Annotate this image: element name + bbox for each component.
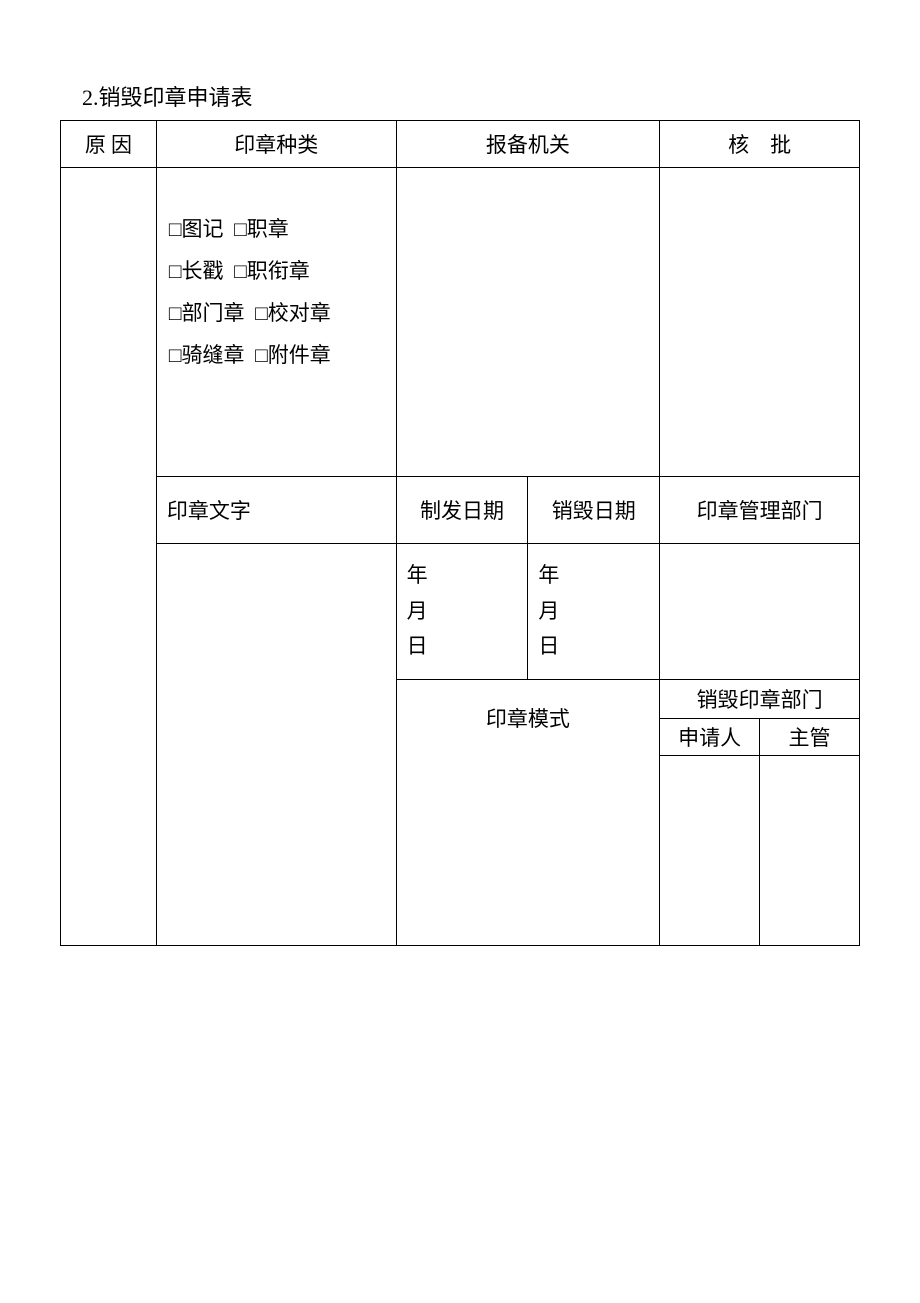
label-applicant: 申请人: [660, 719, 760, 756]
header-seal-type: 印章种类: [156, 121, 396, 168]
label-destroy-date: 销毁日期: [528, 477, 660, 544]
label-seal-mode: 印章模式: [396, 680, 660, 756]
header-report-agency: 报备机关: [396, 121, 660, 168]
destroy-year: 年: [538, 558, 649, 594]
header-approval: 核 批: [660, 121, 860, 168]
cell-seal-text-body2: [156, 756, 396, 946]
issue-year: 年: [407, 558, 518, 594]
row-bottom-body: [61, 756, 860, 946]
cell-seal-type-checkboxes: □图记 □职章 □长戳 □职衔章 □部门章 □校对章 □骑缝章 □附件章: [156, 168, 396, 477]
header-reason: 原 因: [61, 121, 157, 168]
cell-seal-mgmt-dept-body: [660, 544, 860, 680]
checkbox-jiaoduizhang[interactable]: □校对章: [255, 301, 331, 325]
cell-destroy-date-value: 年 月 日: [528, 544, 660, 680]
cell-approval-body: [660, 168, 860, 477]
table-header-row: 原 因 印章种类 报备机关 核 批: [61, 121, 860, 168]
label-seal-text: 印章文字: [156, 477, 396, 544]
checkbox-fujianzhang[interactable]: □附件章: [255, 343, 331, 367]
cell-applicant-body: [660, 756, 760, 946]
row-mid-labels: 印章文字 制发日期 销毁日期 印章管理部门: [61, 477, 860, 544]
cell-report-agency-body: [396, 168, 660, 477]
form-title: 2.销毁印章申请表: [60, 80, 860, 112]
cell-seal-mode-body: [396, 756, 660, 946]
label-issue-date: 制发日期: [396, 477, 528, 544]
checkbox-bumenzhang[interactable]: □部门章: [169, 301, 245, 325]
cell-seal-text-body: [156, 544, 396, 756]
checkbox-zhixianzhang[interactable]: □职衔章: [234, 259, 310, 283]
cell-reason-body: [61, 168, 157, 946]
destroy-month: 月: [538, 594, 649, 630]
checkbox-tuji[interactable]: □图记: [169, 217, 224, 241]
checkbox-qifengzhang[interactable]: □骑缝章: [169, 343, 245, 367]
checkbox-zhizhang[interactable]: □职章: [234, 217, 289, 241]
label-supervisor: 主管: [760, 719, 860, 756]
label-destroy-seal-dept: 销毁印章部门: [660, 680, 860, 719]
seal-destruction-form: 原 因 印章种类 报备机关 核 批 □图记 □职章 □长戳 □职衔章 □部门章 …: [60, 120, 860, 946]
issue-day: 日: [407, 629, 518, 665]
cell-supervisor-body: [760, 756, 860, 946]
cell-issue-date-value: 年 月 日: [396, 544, 528, 680]
issue-month: 月: [407, 594, 518, 630]
checkbox-changchuo[interactable]: □长戳: [169, 259, 224, 283]
row-date-values: 年 月 日 年 月 日: [61, 544, 860, 680]
row-checkboxes: □图记 □职章 □长戳 □职衔章 □部门章 □校对章 □骑缝章 □附件章: [61, 168, 860, 477]
label-seal-mgmt-dept: 印章管理部门: [660, 477, 860, 544]
destroy-day: 日: [538, 629, 649, 665]
